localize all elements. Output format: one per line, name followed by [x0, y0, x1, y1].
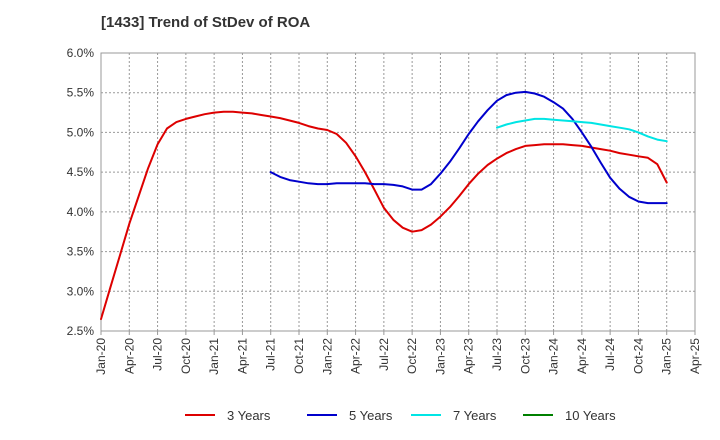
- x-tick-label: Jul-20: [151, 338, 165, 371]
- x-tick-label: Oct-24: [631, 338, 645, 374]
- legend-swatch: [185, 414, 215, 416]
- x-tick-label: Apr-25: [688, 338, 702, 374]
- x-tick-label: Apr-21: [235, 338, 249, 374]
- grid-lines: [101, 53, 695, 331]
- x-tick-label: Jul-24: [603, 338, 617, 371]
- x-tick-label: Jan-25: [660, 338, 674, 375]
- series-line-5-years: [269, 90, 668, 205]
- y-tick-label: 2.5%: [67, 324, 95, 338]
- x-tick-label: Jan-21: [207, 338, 221, 375]
- legend-item-3-years: 3 Years: [185, 404, 270, 426]
- legend-item-10-years: 10 Years: [523, 404, 616, 426]
- y-tick-label: 4.5%: [67, 165, 95, 179]
- x-tick-label: Oct-20: [179, 338, 193, 374]
- y-tick-label: 3.5%: [67, 245, 95, 259]
- x-axis: Jan-20 Apr-20 Jul-20 Oct-20 Jan-21 Apr-21 Jul-…: [94, 331, 702, 375]
- x-tick-label: Jan-24: [547, 338, 561, 375]
- legend-swatch: [307, 414, 337, 416]
- legend-label: 7 Years: [453, 407, 497, 423]
- x-tick-label: Apr-24: [575, 338, 589, 374]
- series-lines: [100, 90, 668, 321]
- series-line-3-years: [100, 110, 668, 321]
- x-tick-label: Jul-21: [264, 338, 278, 371]
- legend: 3 Years 5 Years 7 Years 10 Years: [0, 404, 720, 426]
- chart-title: [1433] Trend of StDev of ROA: [101, 14, 311, 31]
- x-tick-label: Apr-22: [349, 338, 363, 374]
- legend-swatch: [411, 414, 441, 416]
- x-tick-label: Jul-23: [490, 338, 504, 371]
- legend-label: 3 Years: [227, 407, 271, 423]
- y-tick-label: 5.0%: [67, 125, 95, 139]
- x-tick-label: Oct-22: [405, 338, 419, 374]
- x-tick-label: Jul-22: [377, 338, 391, 371]
- plot-area-frame: [100, 52, 696, 332]
- y-tick-label: 3.0%: [67, 284, 95, 298]
- y-tick-label: 5.5%: [67, 86, 95, 100]
- x-tick-label: Apr-20: [122, 338, 136, 374]
- x-tick-label: Jan-23: [433, 338, 447, 375]
- x-tick-label: Jan-20: [94, 338, 108, 375]
- y-tick-label: 6.0%: [67, 46, 95, 60]
- series-line-7-years: [496, 117, 668, 143]
- legend-item-5-years: 5 Years: [307, 404, 392, 426]
- x-tick-label: Jan-22: [320, 338, 334, 375]
- legend-label: 10 Years: [565, 407, 616, 423]
- legend-item-7-years: 7 Years: [411, 404, 496, 426]
- y-tick-label: 4.0%: [67, 205, 95, 219]
- x-tick-label: Oct-21: [292, 338, 306, 374]
- x-tick-label: Apr-23: [462, 338, 476, 374]
- x-tick-label: Oct-23: [518, 338, 532, 374]
- legend-swatch: [523, 414, 553, 416]
- legend-label: 5 Years: [349, 407, 393, 423]
- y-axis: 2.5% 3.0% 3.5% 4.0% 4.5% 5.0% 5.5% 6.0%: [67, 46, 95, 338]
